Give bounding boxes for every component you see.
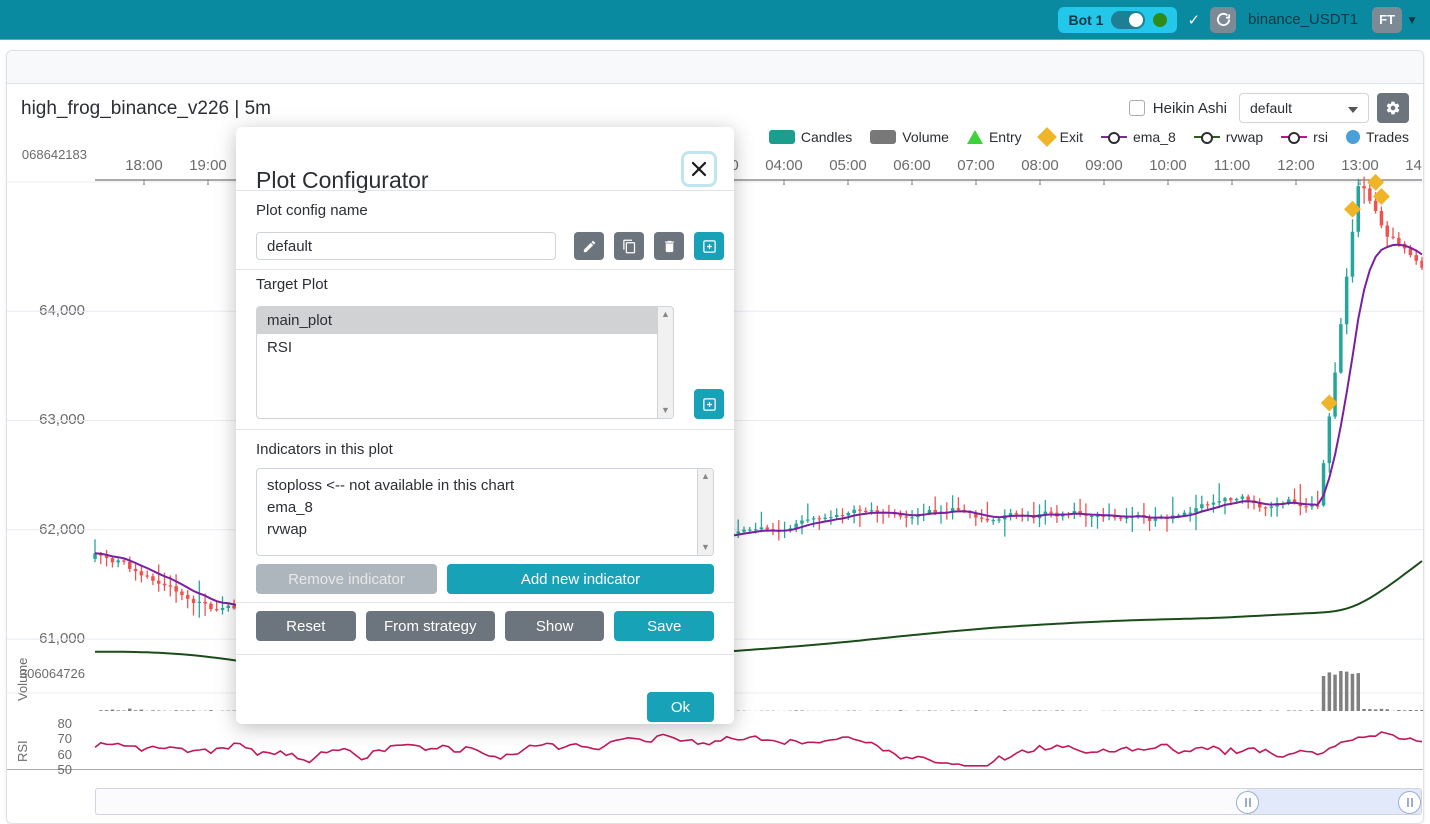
svg-text:07:00: 07:00	[957, 157, 995, 174]
svg-text:05:00: 05:00	[829, 157, 867, 174]
svg-text:04:00: 04:00	[765, 157, 803, 174]
svg-text:08:00: 08:00	[1021, 157, 1059, 174]
svg-text:09:00: 09:00	[1085, 157, 1123, 174]
svg-text:14:00: 14:00	[1405, 157, 1424, 174]
svg-text:13:00: 13:00	[1341, 157, 1379, 174]
svg-text:06:00: 06:00	[893, 157, 931, 174]
svg-text:11:00: 11:00	[1214, 157, 1250, 174]
svg-text:19:00: 19:00	[189, 157, 227, 174]
svg-text:12:00: 12:00	[1277, 157, 1315, 174]
svg-text:10:00: 10:00	[1149, 157, 1187, 174]
svg-text:18:00: 18:00	[125, 157, 163, 174]
